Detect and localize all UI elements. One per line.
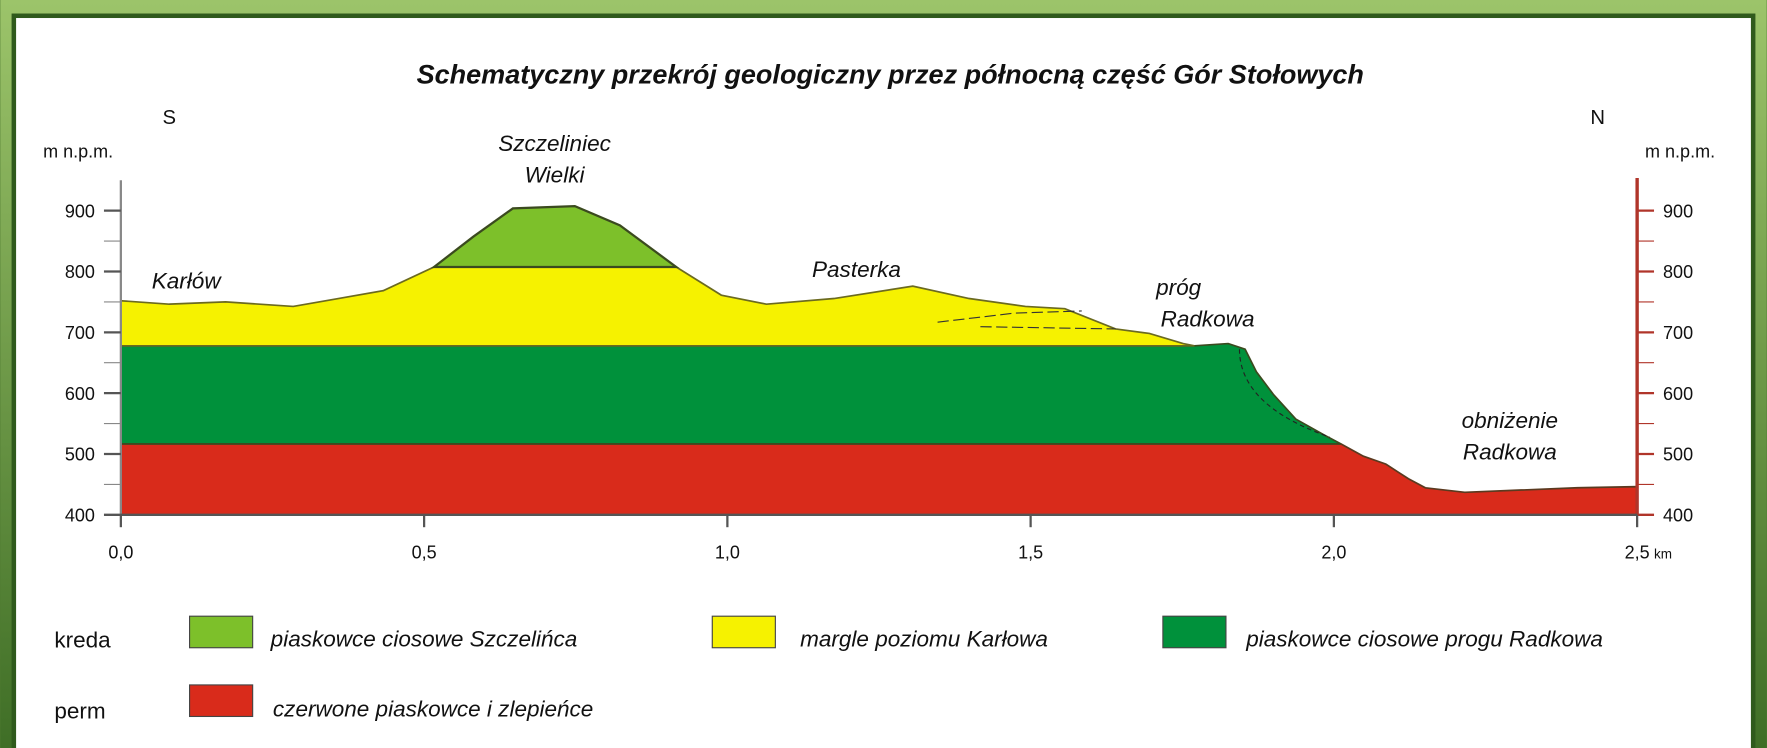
legend-group: perm bbox=[54, 699, 105, 724]
place-label: obniżenie bbox=[1462, 408, 1558, 433]
legend-swatch bbox=[190, 685, 253, 717]
axis-label-left: m n.p.m. bbox=[43, 142, 113, 162]
direction-north: N bbox=[1590, 107, 1605, 129]
x-tick-label: 1,0 bbox=[715, 543, 740, 563]
axis-label-right: m n.p.m. bbox=[1645, 142, 1715, 162]
y-tick-label: 700 bbox=[65, 323, 95, 343]
x-tick-label: 2,0 bbox=[1321, 543, 1346, 563]
legend-label: margle poziomu Karłowa bbox=[800, 627, 1048, 652]
place-label: Szczeliniec bbox=[498, 131, 611, 156]
y-tick-label: 600 bbox=[65, 384, 95, 404]
page: {"title": "Schematyczny przekrój geologi… bbox=[0, 0, 1767, 748]
x-unit: km bbox=[1654, 547, 1672, 562]
place-label: Radkowa bbox=[1463, 440, 1557, 465]
legend-swatch bbox=[1163, 616, 1226, 648]
place-label: Pasterka bbox=[812, 257, 901, 282]
y-tick-label: 400 bbox=[65, 506, 95, 526]
legend-label: piaskowce ciosowe Szczelińca bbox=[270, 627, 578, 652]
title: Schematyczny przekrój geologiczny przez … bbox=[417, 59, 1364, 89]
y-tick-label: 800 bbox=[65, 262, 95, 282]
x-tick-label: 2,5 bbox=[1625, 543, 1650, 563]
legend-group: kreda bbox=[54, 628, 111, 653]
y-tick-label: 900 bbox=[1663, 201, 1693, 221]
direction-south: S bbox=[163, 107, 177, 129]
x-tick-label: 0,5 bbox=[412, 543, 437, 563]
place-label: Radkowa bbox=[1161, 307, 1255, 332]
legend-label: czerwone piaskowce i zlepieńce bbox=[273, 696, 593, 721]
x-tick-label: 0,0 bbox=[108, 543, 133, 563]
y-tick-label: 500 bbox=[1663, 445, 1693, 465]
place-label: próg bbox=[1155, 275, 1202, 300]
y-tick-label: 500 bbox=[65, 445, 95, 465]
place-label: Wielki bbox=[525, 162, 586, 187]
figure: Schematyczny przekrój geologiczny przez … bbox=[0, 0, 1767, 748]
y-tick-label: 600 bbox=[1663, 384, 1693, 404]
y-tick-label: 800 bbox=[1663, 262, 1693, 282]
y-tick-label: 400 bbox=[1663, 506, 1693, 526]
x-tick-label: 1,5 bbox=[1018, 543, 1043, 563]
y-tick-label: 700 bbox=[1663, 323, 1693, 343]
legend-label: piaskowce ciosowe progu Radkowa bbox=[1245, 627, 1603, 652]
legend-swatch bbox=[712, 616, 775, 648]
layer-radkow bbox=[121, 344, 1341, 444]
y-tick-label: 900 bbox=[65, 201, 95, 221]
place-label: Karłów bbox=[152, 268, 223, 293]
legend-swatch bbox=[190, 616, 253, 648]
